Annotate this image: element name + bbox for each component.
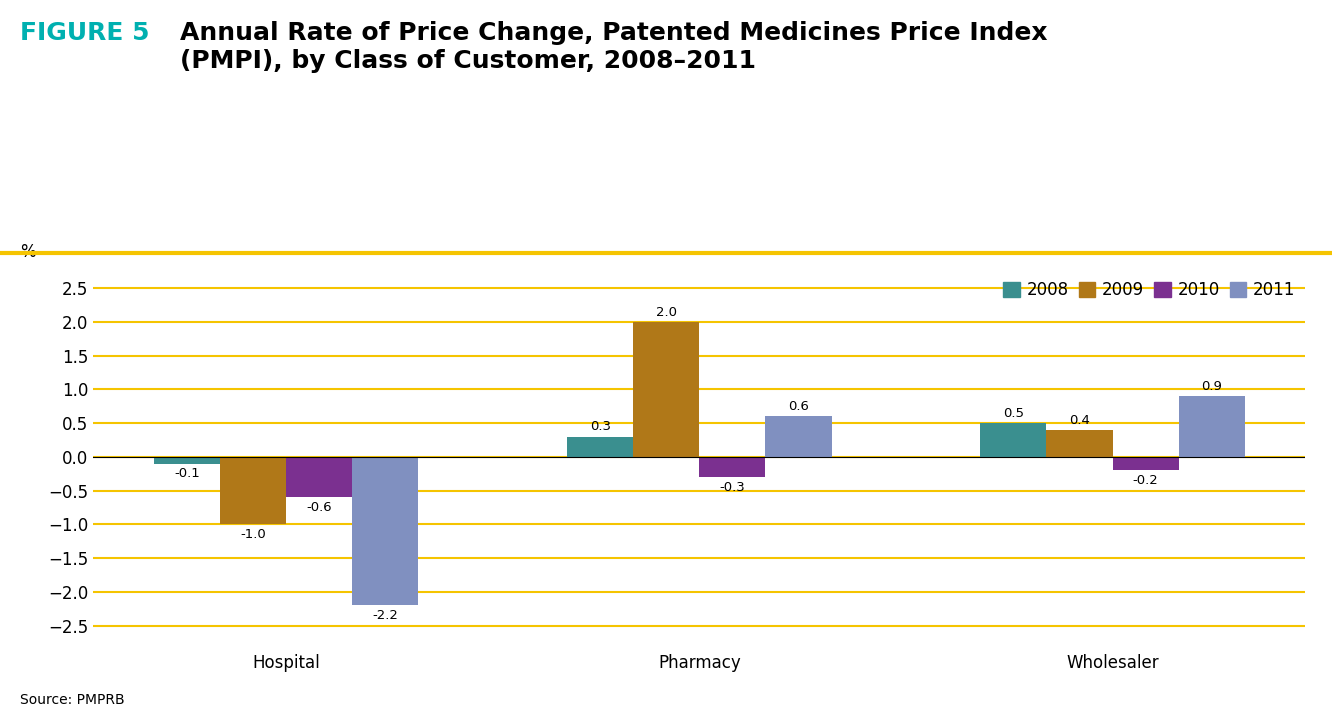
Bar — [1112, 457, 1179, 471]
Bar — [567, 437, 633, 457]
Legend: 2008, 2009, 2010, 2011: 2008, 2009, 2010, 2011 — [996, 275, 1301, 306]
Bar — [1179, 396, 1244, 457]
Text: 0.6: 0.6 — [789, 400, 809, 413]
Text: Source: PMPRB: Source: PMPRB — [20, 693, 125, 707]
Text: 0.3: 0.3 — [590, 421, 610, 433]
Bar — [633, 322, 699, 457]
Text: -0.6: -0.6 — [306, 501, 332, 514]
Bar — [980, 423, 1047, 457]
Bar — [766, 416, 831, 457]
Text: -0.2: -0.2 — [1132, 474, 1159, 487]
Bar — [155, 457, 220, 463]
Text: 0.9: 0.9 — [1201, 380, 1223, 393]
Bar — [220, 457, 286, 525]
Text: 2.0: 2.0 — [655, 306, 677, 318]
Text: -0.3: -0.3 — [719, 481, 745, 493]
Bar — [286, 457, 352, 498]
Text: -2.2: -2.2 — [373, 609, 398, 622]
Bar — [699, 457, 766, 477]
Text: -1.0: -1.0 — [240, 528, 266, 540]
Text: -0.1: -0.1 — [174, 467, 200, 480]
Text: Annual Rate of Price Change, Patented Medicines Price Index
(PMPI), by Class of : Annual Rate of Price Change, Patented Me… — [180, 21, 1047, 74]
Text: %: % — [20, 243, 36, 261]
Bar — [352, 457, 418, 605]
Bar — [1047, 430, 1112, 457]
Text: FIGURE 5: FIGURE 5 — [20, 21, 149, 46]
Text: 0.4: 0.4 — [1070, 413, 1090, 426]
Text: 0.5: 0.5 — [1003, 407, 1024, 420]
